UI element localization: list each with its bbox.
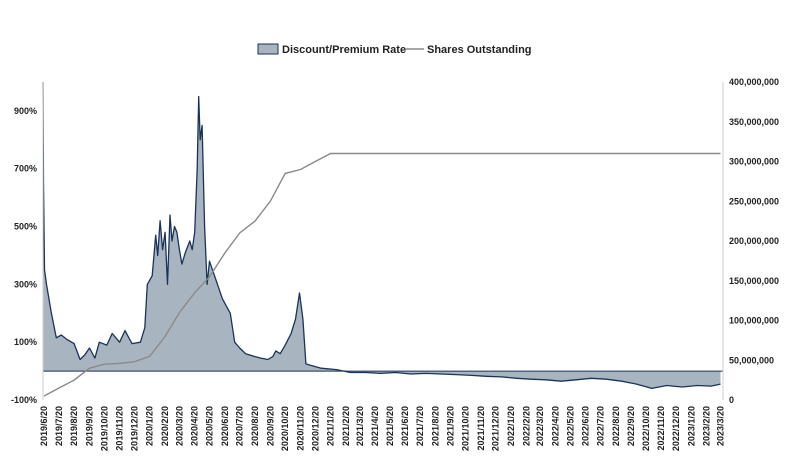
x-tick-label: 2021/9/20 xyxy=(446,406,456,446)
series-discount-premium-rate-line xyxy=(42,81,721,390)
y-left-tick-label: 300% xyxy=(14,279,37,289)
y-right-tick-label: 150,000,000 xyxy=(729,276,779,286)
x-tick-label: 2020/12/20 xyxy=(310,406,320,451)
x-tick-label: 2022/10/20 xyxy=(641,406,651,451)
legend: Discount/Premium Rate Shares Outstanding xyxy=(257,43,532,56)
x-tick-label: 2019/6/20 xyxy=(39,406,49,446)
x-tick-label: 2020/2/20 xyxy=(160,406,170,446)
y-right-tick-label: 100,000,000 xyxy=(729,316,779,326)
y-right-tick-label: 400,000,000 xyxy=(729,77,779,87)
x-tick-label: 2021/6/20 xyxy=(400,406,410,446)
x-tick-label: 2020/8/20 xyxy=(250,406,260,446)
y-right-tick-label: 0 xyxy=(729,395,734,405)
x-tick-label: 2020/3/20 xyxy=(174,406,184,446)
x-tick-label: 2022/7/20 xyxy=(595,406,605,446)
y-right-tick-label: 300,000,000 xyxy=(729,157,779,167)
x-tick-label: 2021/4/20 xyxy=(370,406,380,446)
x-tick-label: 2022/3/20 xyxy=(535,406,545,446)
x-tick-label: 2022/1/20 xyxy=(506,406,516,446)
x-tick-label: 2022/5/20 xyxy=(565,406,575,446)
legend-swatch-discount-premium-rate xyxy=(257,43,279,55)
x-tick-label: 2020/4/20 xyxy=(190,406,200,446)
y-left-tick-label: 900% xyxy=(14,106,37,116)
x-tick-label: 2021/3/20 xyxy=(355,406,365,446)
x-tick-label: 2019/11/20 xyxy=(115,406,125,451)
y-right-tick-label: 350,000,000 xyxy=(729,117,779,127)
x-tick-label: 2021/2/20 xyxy=(341,406,351,446)
x-tick-label: 2019/7/20 xyxy=(54,406,64,446)
x-tick-label: 2022/9/20 xyxy=(626,406,636,446)
x-tick-label: 2020/7/20 xyxy=(235,406,245,446)
x-tick-label: 2022/8/20 xyxy=(611,406,621,446)
x-tick-label: 2020/6/20 xyxy=(220,406,230,446)
x-tick-label: 2022/6/20 xyxy=(581,406,591,446)
x-tick-label: 2022/2/20 xyxy=(521,406,531,446)
x-tick-label: 2023/1/20 xyxy=(686,406,696,446)
x-tick-label: 2021/10/20 xyxy=(461,406,471,451)
series-discount-premium-rate-area xyxy=(43,82,721,389)
x-tick-label: 2023/3/20 xyxy=(716,406,726,446)
x-tick-label: 2021/1/20 xyxy=(326,406,336,446)
x-tick-label: 2020/1/20 xyxy=(145,406,155,446)
x-tick-label: 2020/11/20 xyxy=(296,406,306,451)
x-tick-label: 2020/5/20 xyxy=(205,406,215,446)
x-tick-label: 2019/10/20 xyxy=(99,406,109,451)
x-tick-label: 2023/2/20 xyxy=(702,406,712,446)
series-shares-outstanding-line xyxy=(43,152,721,397)
x-tick-label: 2020/10/20 xyxy=(280,406,290,451)
x-tick-label: 2019/8/20 xyxy=(69,406,79,446)
x-tick-label: 2022/11/20 xyxy=(656,406,666,451)
x-tick-label: 2021/12/20 xyxy=(491,406,501,451)
x-tick-label: 2021/8/20 xyxy=(430,406,440,446)
x-tick-label: 2021/7/20 xyxy=(415,406,425,446)
y-left-tick-label: 500% xyxy=(14,222,37,232)
x-tick-label: 2019/12/20 xyxy=(129,406,139,451)
legend-label-discount-premium-rate: Discount/Premium Rate xyxy=(282,44,406,56)
x-tick-label: 2022/4/20 xyxy=(551,406,561,446)
x-tick-label: 2020/9/20 xyxy=(265,406,275,446)
x-tick-label: 2019/9/20 xyxy=(85,406,95,446)
y-left-tick-label: -100% xyxy=(11,395,37,405)
y-left-tick-label: 700% xyxy=(14,164,37,174)
x-tick-label: 2021/5/20 xyxy=(385,406,395,446)
y-left-tick-label: 100% xyxy=(14,337,37,347)
x-tick-label: 2022/12/20 xyxy=(671,406,681,451)
x-tick-label: 2021/11/20 xyxy=(476,406,486,451)
y-right-tick-label: 50,000,000 xyxy=(729,355,774,365)
y-right-tick-label: 200,000,000 xyxy=(729,236,779,246)
plot-area: -100% 100% 300% 500% 700% 900% 0 50,000,000 100,… xyxy=(11,77,779,451)
y-right-tick-label: 250,000,000 xyxy=(729,196,779,206)
legend-label-shares-outstanding: Shares Outstanding xyxy=(427,44,532,56)
